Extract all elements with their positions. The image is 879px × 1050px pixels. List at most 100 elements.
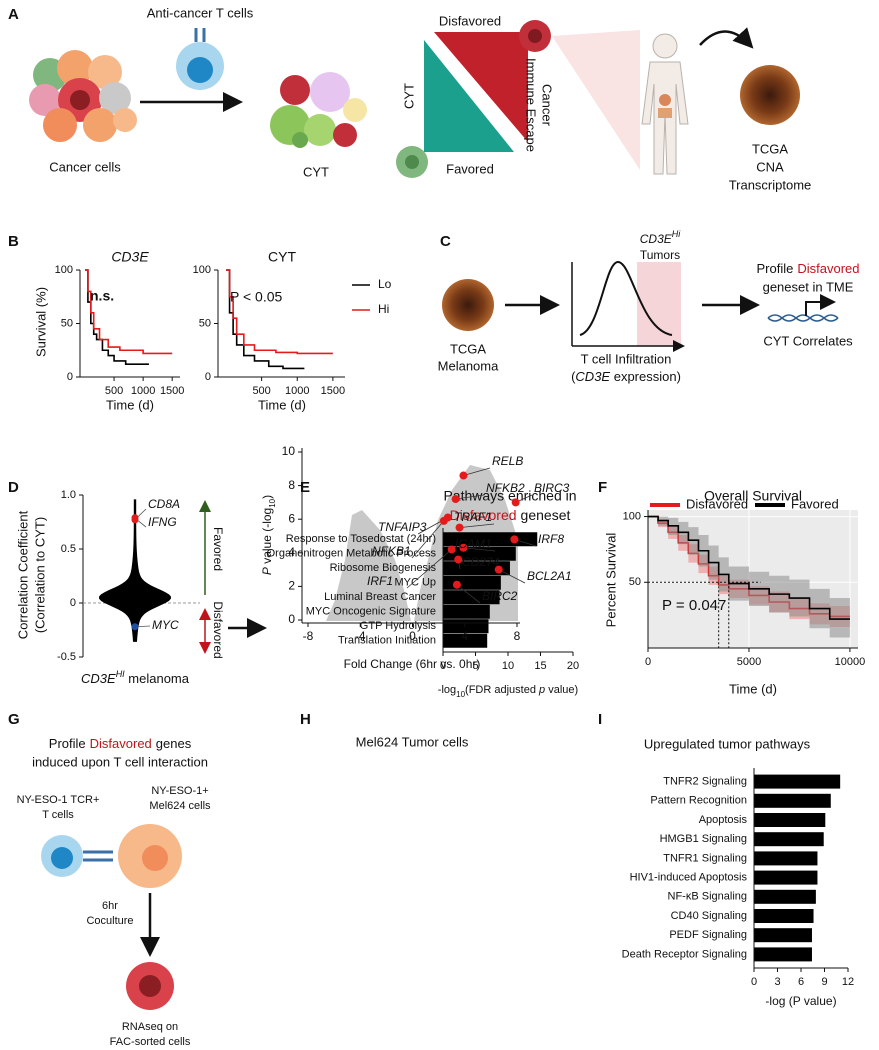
label: Profile Disfavored bbox=[757, 261, 860, 276]
gene-label: IRF1 bbox=[367, 574, 393, 588]
gene-label: CD8A bbox=[148, 497, 180, 511]
highlight-point bbox=[439, 516, 448, 525]
leader-line bbox=[455, 494, 485, 500]
disfavored-triangle bbox=[434, 32, 528, 142]
leader-line bbox=[463, 547, 496, 552]
category-label: TNFR2 Signaling bbox=[663, 776, 747, 788]
x-axis-label: Time (d) bbox=[729, 681, 777, 696]
panel-label: B bbox=[8, 233, 19, 250]
survival-curve bbox=[226, 269, 333, 355]
y-axis-label: Correlation Coefficient bbox=[15, 510, 30, 639]
highlight-point bbox=[511, 498, 520, 507]
label-part: expression) bbox=[610, 369, 681, 384]
leader-line bbox=[136, 625, 151, 628]
x-tick-label: 10 bbox=[502, 660, 514, 672]
label: RNAseq on bbox=[122, 1021, 178, 1033]
label: 6hr bbox=[102, 900, 118, 912]
x-tick-label: 500 bbox=[105, 385, 123, 397]
y-tick-label: 0 bbox=[205, 371, 211, 383]
cell bbox=[139, 975, 161, 997]
gene-point bbox=[131, 623, 139, 631]
label-part: p bbox=[538, 684, 545, 696]
label-part: Disfavored bbox=[450, 507, 517, 523]
label-part: geneset bbox=[521, 507, 571, 523]
label: CNA bbox=[756, 159, 784, 174]
label-part: melanoma bbox=[125, 671, 190, 686]
x-tick-label: 20 bbox=[567, 660, 579, 672]
highlight-point bbox=[459, 543, 468, 552]
category-label: Pattern Recognition bbox=[650, 795, 747, 807]
panel-label: E bbox=[300, 479, 310, 496]
x-tick-label: 0 bbox=[409, 629, 416, 643]
point-cloud bbox=[326, 510, 411, 621]
cancer-cell-cluster bbox=[29, 50, 137, 142]
label: CYT bbox=[303, 164, 329, 179]
gene-label: TNFAIP3 bbox=[378, 520, 427, 534]
highlight-point bbox=[494, 565, 503, 574]
label-part: Profile bbox=[49, 736, 86, 751]
category-label: Luminal Breast Cancer bbox=[324, 591, 436, 603]
label: Favored bbox=[446, 161, 494, 176]
bar bbox=[754, 947, 812, 962]
highlight-point bbox=[455, 523, 464, 532]
x-tick-label: 1500 bbox=[160, 385, 184, 397]
chart-title: Upregulated tumor pathways bbox=[644, 736, 811, 751]
x-tick-label: 9 bbox=[821, 976, 827, 988]
chart-title: Pathways enriched in bbox=[443, 488, 576, 504]
label-part: value) bbox=[545, 684, 578, 696]
gene-label: TRAF1 bbox=[454, 510, 492, 524]
label: CYT Correlates bbox=[763, 333, 853, 348]
legend-label: Hi bbox=[378, 302, 389, 316]
y-tick-label: 0.5 bbox=[61, 543, 76, 555]
gene-label: NFKB2 bbox=[486, 481, 525, 495]
label: Cancer cells bbox=[49, 159, 121, 174]
label: CD3EHi bbox=[640, 229, 682, 246]
gene-label: BIRC2 bbox=[482, 589, 518, 603]
category-label: Response to Tosedostat (24hr) bbox=[286, 533, 436, 545]
highlight-point bbox=[447, 545, 456, 554]
label: NY-ESO-1 TCR+ bbox=[17, 794, 100, 806]
gene-label: MYC bbox=[152, 618, 179, 632]
legend-label: Disfavored bbox=[686, 496, 748, 511]
y-tick-label: 0 bbox=[67, 371, 73, 383]
x-axis-label: Fold Change (6hr vs. 0hr) bbox=[344, 657, 481, 671]
bar bbox=[754, 889, 816, 904]
y-axis-label: P value (-log10) bbox=[260, 495, 276, 575]
y-tick-label: 4 bbox=[288, 545, 295, 559]
bar bbox=[443, 575, 501, 590]
x-tick-label: 4 bbox=[461, 629, 468, 643]
label-part: Hi bbox=[672, 229, 681, 239]
annotation: P = 0.047 bbox=[662, 597, 726, 614]
y-tick-label: 2 bbox=[288, 579, 295, 593]
label-part: 10 bbox=[456, 690, 465, 699]
x-tick-label: 8 bbox=[514, 629, 521, 643]
label-part: genes bbox=[156, 736, 192, 751]
gene-point bbox=[131, 516, 139, 524]
x-tick-label: 1000 bbox=[285, 385, 309, 397]
x-tick-label: -4 bbox=[355, 629, 366, 643]
x-tick-label: 0 bbox=[751, 976, 757, 988]
label-part: Disfavored bbox=[797, 261, 859, 276]
bar bbox=[443, 633, 488, 648]
label: Anti-cancer T cells bbox=[147, 5, 254, 20]
bar bbox=[754, 851, 818, 866]
y-tick-label: 50 bbox=[199, 317, 211, 329]
label-part: HI bbox=[116, 669, 125, 679]
label: Immune Escape bbox=[524, 58, 539, 152]
label: TCGA bbox=[752, 141, 788, 156]
label: Disfavored bbox=[439, 13, 501, 28]
x-axis-label: -log10(FDR adjusted p value) bbox=[438, 684, 578, 699]
label-part: value (-log bbox=[260, 508, 274, 567]
y-axis-label: Survival (%) bbox=[33, 287, 48, 357]
gene-label: RELB bbox=[492, 454, 523, 468]
category-label: Death Receptor Signaling bbox=[622, 948, 747, 960]
category-label: Apoptosis bbox=[699, 814, 748, 826]
highlight-point bbox=[510, 535, 519, 544]
gene-label: NFKB1 bbox=[372, 544, 411, 558]
y-tick-label: 6 bbox=[288, 511, 295, 525]
bar bbox=[754, 813, 826, 827]
leader-line bbox=[459, 523, 495, 528]
panel-label: H bbox=[300, 711, 311, 728]
category-label: MYC Oncogenic Signature bbox=[306, 606, 436, 618]
